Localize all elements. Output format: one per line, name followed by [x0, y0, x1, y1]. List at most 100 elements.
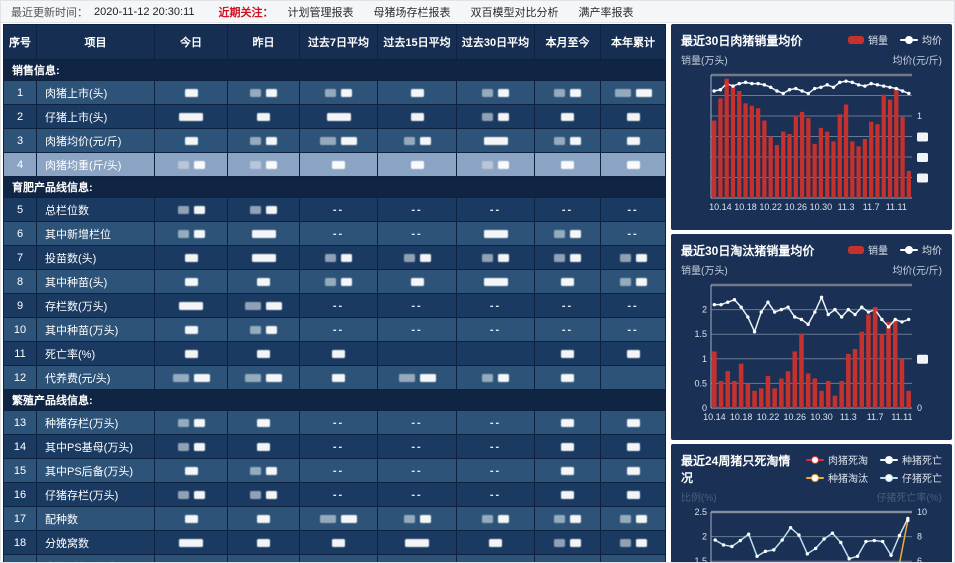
row-index: 13	[4, 411, 37, 434]
redacted-dash: --	[332, 323, 345, 336]
data-cell	[300, 246, 378, 269]
legend-line-swatch-icon	[900, 245, 918, 254]
data-cell	[601, 459, 665, 482]
data-cell	[228, 222, 300, 245]
redacted-value	[266, 325, 277, 334]
redacted-value	[184, 253, 198, 262]
data-cell	[155, 411, 228, 434]
data-cell	[155, 246, 228, 269]
redacted-value	[635, 538, 647, 547]
update-time-label: 最近更新时间：	[11, 6, 88, 19]
legend-item[interactable]: 仔猪死亡	[880, 470, 942, 485]
data-cell	[155, 507, 228, 530]
legend-item[interactable]: 均价	[900, 32, 942, 47]
redacted-value	[626, 112, 640, 121]
data-cell	[155, 555, 228, 562]
table-row[interactable]: 2 仔猪上市(头)	[4, 105, 665, 129]
legend-item[interactable]: 种猪死亡	[880, 452, 942, 467]
redacted-value	[403, 514, 415, 523]
redacted-dash: --	[411, 299, 423, 312]
table-row[interactable]: 19窝均活仔(头/窝)	[4, 555, 665, 562]
redacted-value	[419, 253, 431, 262]
report-link-1[interactable]: 计划管理报表	[287, 6, 354, 19]
report-link-2[interactable]: 母猪场存栏报表	[373, 6, 451, 19]
legend-line-swatch-icon	[900, 35, 918, 44]
legend-item[interactable]: 均价	[900, 242, 942, 257]
data-cell	[228, 105, 300, 128]
table-row[interactable]: 10 其中种苗(万头) -- -- -- -- --	[4, 318, 665, 342]
data-cell	[155, 435, 228, 458]
redacted-value	[626, 442, 640, 451]
legend-line-swatch-icon	[806, 473, 824, 482]
column-header: 昨日	[228, 25, 300, 59]
table-row[interactable]: 17 配种数	[4, 507, 665, 531]
table-row[interactable]: 6 其中新增栏位 -- -- --	[4, 222, 665, 246]
data-cell	[601, 366, 665, 389]
table-row[interactable]: 14 其中PS基母(万头) -- -- --	[4, 435, 665, 459]
chart-plot: 21.510.50 010.14 10.18 10.22 10.26 10.30 11.3 1…	[694, 283, 928, 422]
redacted-value	[419, 373, 436, 382]
redacted-value	[410, 160, 424, 169]
redacted-value	[482, 88, 493, 97]
data-cell	[155, 483, 228, 506]
table-row[interactable]: 3 肉猪均价(元/斤)	[4, 129, 665, 153]
redacted-value	[266, 205, 277, 214]
data-cell	[155, 129, 228, 152]
redacted-dash: --	[489, 323, 502, 336]
data-cell	[378, 531, 457, 554]
svg-text:2.5: 2.5	[694, 507, 707, 517]
data-cell	[601, 81, 665, 104]
redacted-value	[245, 301, 261, 310]
data-cell	[601, 435, 665, 458]
redacted-value	[251, 229, 276, 238]
chart-title: 最近30日淘汰猪销量均价	[681, 244, 815, 258]
table-row[interactable]: 12 代养费(元/头)	[4, 366, 665, 390]
left-axis-unit: 销量(万头)	[681, 266, 728, 277]
table-row[interactable]: 5 总栏位数 -- -- -- -- --	[4, 198, 665, 222]
svg-text:10.26: 10.26	[785, 202, 808, 212]
row-label: 代养费(元/头)	[37, 366, 155, 389]
data-cell	[457, 81, 535, 104]
table-row[interactable]: 1 肉猪上市(头)	[4, 81, 665, 105]
svg-text:1: 1	[702, 354, 707, 364]
table-row[interactable]: 9 存栏数(万头) -- -- -- -- --	[4, 294, 665, 318]
report-links: 计划管理报表 母猪场存栏报表 双百模型对比分析 满产率报表	[288, 4, 634, 20]
legend-item[interactable]: 种猪淘汰	[806, 470, 868, 485]
redacted-value	[184, 349, 198, 358]
table-row[interactable]: 16 仔猪存栏(万头) -- -- --	[4, 483, 665, 507]
data-cell: --	[535, 294, 601, 317]
legend-item[interactable]: 销量	[848, 32, 888, 47]
legend-item[interactable]: 肉猪死淘	[806, 452, 868, 467]
table-row[interactable]: 8 其中种苗(头)	[4, 270, 665, 294]
data-cell	[535, 555, 601, 562]
table-row[interactable]: 15 其中PS后备(万头) -- -- --	[4, 459, 665, 483]
table-row[interactable]: 11 死亡率(%)	[4, 342, 665, 366]
data-cell	[300, 342, 378, 365]
legend-item[interactable]: 销量	[848, 242, 888, 257]
data-cell	[457, 531, 535, 554]
svg-text:10.26: 10.26	[783, 412, 806, 422]
redacted-value	[554, 253, 565, 262]
row-label: 仔猪存栏(万头)	[37, 483, 155, 506]
table-row[interactable]: 13 种猪存栏(万头) -- -- --	[4, 411, 665, 435]
chart-legend: 销量 均价	[848, 32, 942, 47]
row-index: 8	[4, 270, 37, 293]
data-cell	[228, 411, 300, 434]
svg-text:11.3: 11.3	[838, 202, 855, 212]
redacted-dash: --	[489, 464, 502, 477]
report-link-3[interactable]: 双百模型对比分析	[470, 6, 559, 19]
redacted-dash: --	[489, 299, 502, 312]
data-cell: --	[457, 435, 535, 458]
column-header: 过去30日平均	[457, 25, 535, 59]
report-link-4[interactable]: 满产率报表	[578, 6, 634, 19]
table-row[interactable]: 18 分娩窝数	[4, 531, 665, 555]
svg-text:10.22: 10.22	[757, 412, 780, 422]
kpi-table: 序号 项目 今日 昨日 过去7日平均 过去15日平均 过去30日平均 本月至今 本年累计 销售信息…	[3, 24, 666, 562]
data-cell: --	[457, 294, 535, 317]
table-row[interactable]: 4 肉猪均重(斤/头)	[4, 153, 665, 177]
data-cell	[155, 531, 228, 554]
table-row[interactable]: 7 投苗数(头)	[4, 246, 665, 270]
data-cell	[535, 270, 601, 293]
redacted-value	[561, 442, 574, 451]
column-header: 过去15日平均	[378, 25, 457, 59]
